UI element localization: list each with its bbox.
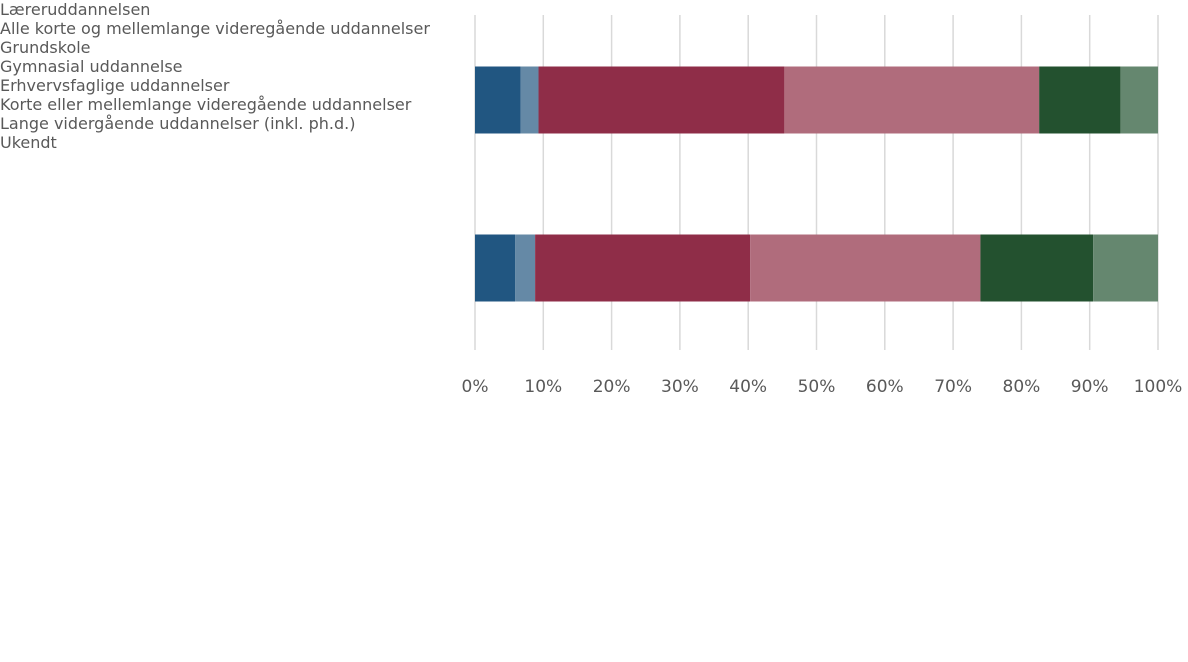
x-tick-label: 80% bbox=[1003, 377, 1041, 397]
legend-item: Grundskole bbox=[0, 38, 1188, 57]
legend-item: Lange vidergående uddannelser (inkl. ph.… bbox=[0, 114, 1188, 133]
x-tick-label: 20% bbox=[593, 377, 631, 397]
legend-label: Ukendt bbox=[0, 133, 57, 152]
bar-segment bbox=[475, 234, 516, 302]
bar-segment bbox=[475, 66, 521, 134]
legend-label: Lange vidergående uddannelser (inkl. ph.… bbox=[0, 114, 356, 133]
legend-label: Korte eller mellemlange videregående udd… bbox=[0, 95, 412, 114]
bar-segment bbox=[750, 234, 981, 302]
bar-segment bbox=[1120, 66, 1158, 134]
category-label: Læreruddannelsen bbox=[0, 0, 1188, 19]
x-tick-label: 30% bbox=[661, 377, 699, 397]
bar-segment bbox=[784, 66, 1040, 134]
category-text: Alle korte og mellemlange videregående u… bbox=[0, 19, 430, 38]
bar-segment bbox=[538, 66, 785, 134]
category-text: Læreruddannelsen bbox=[0, 0, 151, 19]
legend-item: Gymnasial uddannelse bbox=[0, 57, 1188, 76]
x-tick-label: 10% bbox=[524, 377, 562, 397]
legend-item: Korte eller mellemlange videregående udd… bbox=[0, 95, 1188, 114]
x-tick-label: 100% bbox=[1134, 377, 1183, 397]
bar-segment bbox=[1039, 66, 1121, 134]
x-tick-label: 60% bbox=[866, 377, 904, 397]
x-tick-label: 40% bbox=[729, 377, 767, 397]
legend-label: Grundskole bbox=[0, 38, 91, 57]
bar-segment bbox=[515, 234, 536, 302]
legend-item: Ukendt bbox=[0, 133, 1188, 152]
legend-label: Gymnasial uddannelse bbox=[0, 57, 183, 76]
bar-segment bbox=[980, 234, 1094, 302]
x-tick-label: 70% bbox=[934, 377, 972, 397]
legend-item: Erhvervsfaglige uddannelser bbox=[0, 76, 1188, 95]
x-tick-label: 90% bbox=[1071, 377, 1109, 397]
bar-segment bbox=[535, 234, 751, 302]
x-tick-label: 50% bbox=[798, 377, 836, 397]
category-label: Alle korte og mellemlange videregående u… bbox=[0, 19, 1188, 38]
bar-segment bbox=[520, 66, 539, 134]
bar-segment bbox=[1093, 234, 1158, 302]
legend-label: Erhvervsfaglige uddannelser bbox=[0, 76, 230, 95]
x-tick-label: 0% bbox=[462, 377, 489, 397]
